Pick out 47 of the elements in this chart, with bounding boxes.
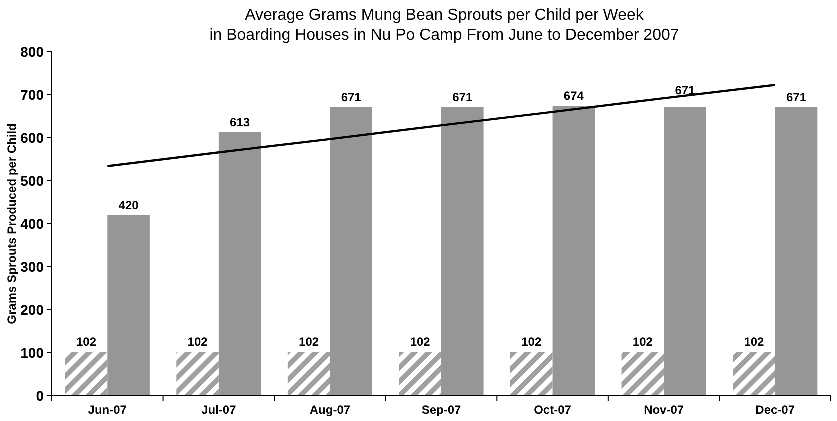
bar [552, 106, 596, 396]
y-tick-label: 600 [20, 130, 44, 146]
x-tick-label: Oct-07 [534, 403, 572, 417]
y-tick-label: 800 [20, 44, 44, 60]
bar [399, 352, 442, 396]
data-label: 671 [452, 90, 473, 104]
data-label: 102 [76, 335, 97, 350]
y-tick-label: 200 [20, 302, 44, 318]
x-tick-label: Sep-07 [422, 403, 462, 417]
data-label: 102 [410, 335, 431, 350]
data-label: 671 [675, 83, 696, 98]
y-tick-label: 400 [20, 216, 44, 232]
y-tick-label: 100 [20, 344, 44, 361]
data-label: 102 [744, 335, 765, 350]
x-tick-label: Dec-07 [756, 403, 796, 417]
bar [108, 215, 150, 396]
x-tick-label: Jun-07 [88, 403, 128, 417]
bar [218, 132, 262, 396]
bar [442, 107, 484, 396]
y-tick-label: 300 [20, 258, 44, 275]
chart-title: Average Grams Mung Bean Sprouts per Child per Week in Boarding Houses in Nu Po Camp From June to December 2007 [210, 7, 680, 44]
x-tick-label: Aug-07 [310, 403, 351, 417]
y-tick-label: 700 [20, 86, 44, 103]
y-tick-label: 0 [36, 388, 44, 404]
bar [65, 352, 108, 396]
bar [288, 352, 330, 396]
data-label: 613 [230, 115, 250, 130]
data-label: 671 [786, 90, 807, 104]
x-tick-label: Jul-07 [202, 403, 237, 417]
bar [775, 107, 818, 396]
data-label: 102 [188, 335, 208, 350]
data-label: 102 [299, 335, 320, 350]
bar [664, 107, 706, 396]
line-series [106, 84, 776, 168]
data-label: 102 [632, 335, 654, 350]
data-label: 671 [341, 90, 362, 104]
x-tick-label: Nov-07 [644, 403, 684, 417]
bar [733, 352, 776, 396]
bar [330, 107, 373, 396]
y-tick-label: 500 [20, 172, 44, 189]
bar [510, 352, 553, 396]
data-label: 674 [564, 89, 584, 104]
y-axis-title: Grams Sprouts Produced per Child [5, 124, 19, 324]
bar [176, 352, 219, 396]
data-label: 420 [118, 198, 140, 212]
bar [622, 352, 664, 396]
data-label: 102 [522, 335, 542, 350]
